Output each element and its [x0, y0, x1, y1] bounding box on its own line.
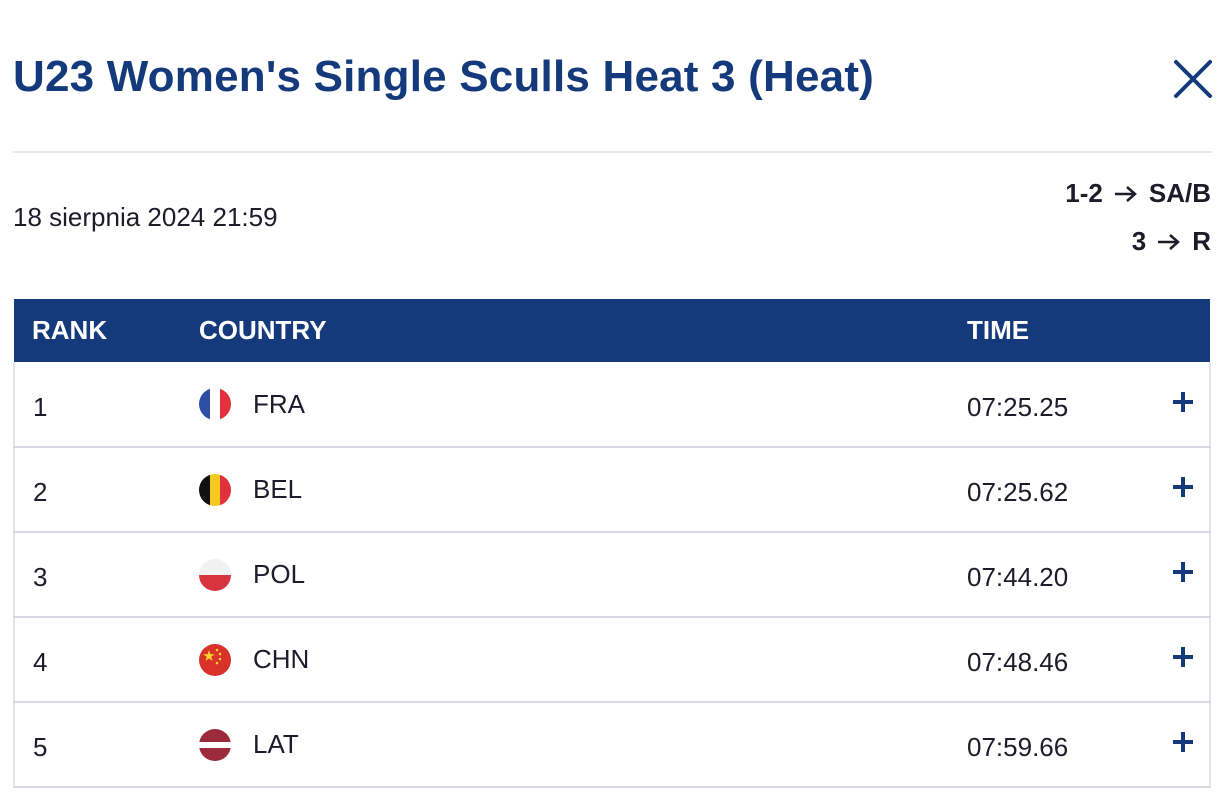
- table-row[interactable]: 3 POL 07:44.20: [14, 532, 1210, 617]
- progression-places: 3: [1131, 226, 1147, 256]
- progression-rule: 1-2 SA/B: [1065, 178, 1211, 209]
- table-row[interactable]: 5 LAT 07:59.66: [14, 702, 1210, 787]
- arrow-right-icon: [1114, 185, 1137, 202]
- rank-value: 2: [33, 477, 48, 507]
- column-header-time: TIME: [967, 315, 1030, 345]
- plus-icon[interactable]: [1172, 646, 1194, 668]
- country-code: LAT: [253, 729, 299, 759]
- belgium-flag-icon: [199, 473, 231, 506]
- country-code: CHN: [253, 644, 310, 674]
- table-row[interactable]: 2 BEL 07:25.62: [14, 447, 1210, 532]
- race-datetime: 18 sierpnia 2024 21:59: [13, 202, 278, 232]
- france-flag-icon: [199, 388, 231, 420]
- progression-places: 1-2: [1065, 178, 1103, 208]
- rank-value: 5: [33, 732, 48, 762]
- table-header-row: RANK COUNTRY TIME: [14, 299, 1210, 362]
- column-header-rank: RANK: [32, 315, 108, 345]
- rank-value: 1: [33, 391, 48, 422]
- country-code: FRA: [253, 388, 305, 419]
- country-code: POL: [253, 559, 306, 589]
- header-divider: [13, 151, 1212, 153]
- column-header-country: COUNTRY: [199, 315, 327, 345]
- time-value: 07:59.66: [967, 732, 1069, 762]
- close-button[interactable]: [1170, 56, 1216, 102]
- progression-rule: 3 R: [1132, 226, 1211, 257]
- rank-value: 3: [33, 562, 48, 592]
- page-title: U23 Women's Single Sculls Heat 3 (Heat): [13, 52, 875, 101]
- table-row[interactable]: 4 CHN 07:48.46: [14, 617, 1210, 702]
- plus-icon[interactable]: [1172, 561, 1194, 583]
- time-value: 07:44.20: [967, 562, 1069, 592]
- rank-value: 4: [33, 647, 48, 677]
- column-header-expand: [1157, 299, 1210, 362]
- progression-target: R: [1192, 226, 1211, 256]
- plus-icon[interactable]: [1172, 476, 1194, 498]
- latvia-flag-icon: [199, 728, 231, 761]
- progression-target: SA/B: [1148, 178, 1211, 208]
- close-icon: [1174, 60, 1212, 98]
- results-table: RANK COUNTRY TIME 1 FRA: [13, 299, 1211, 788]
- time-value: 07:25.62: [967, 477, 1069, 507]
- plus-icon[interactable]: [1172, 731, 1194, 753]
- china-flag-icon: [199, 643, 231, 676]
- time-value: 07:25.25: [967, 391, 1069, 422]
- poland-flag-icon: [199, 558, 231, 591]
- plus-icon[interactable]: [1172, 391, 1194, 413]
- arrow-right-icon: [1158, 233, 1181, 250]
- time-value: 07:48.46: [967, 647, 1069, 677]
- country-code: BEL: [253, 474, 303, 504]
- table-row[interactable]: 1 FRA 07:25.25: [14, 362, 1210, 447]
